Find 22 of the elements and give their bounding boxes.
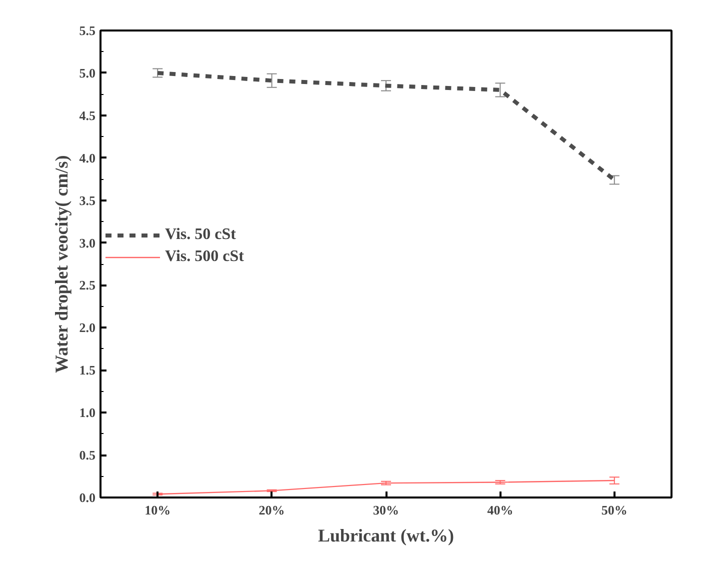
y-tick-label: 2.0: [79, 320, 96, 336]
y-tick-label: 3.0: [79, 235, 96, 250]
legend-label: Vis. 50 cSt: [165, 226, 236, 244]
y-tick-label: 0.0: [79, 490, 96, 505]
y-tick-label: 2.5: [79, 278, 96, 293]
y-tick-label: 5.0: [79, 65, 96, 80]
x-tick-label: 40%: [487, 502, 514, 518]
legend-label: Vis. 500 cSt: [165, 248, 244, 266]
x-axis-title: Lubricant (wt.%): [318, 526, 454, 546]
y-tick-label: 1.5: [79, 362, 96, 378]
x-tick-label: 30%: [373, 502, 399, 518]
x-tick-label: 50%: [601, 502, 628, 518]
y-tick-label: 3.5: [79, 192, 96, 208]
line-series: [156, 70, 616, 182]
y-tick-label: 4.5: [79, 108, 96, 123]
y-tick-label: 4.0: [79, 150, 96, 166]
y-tick-label: 5.5: [79, 23, 96, 38]
y-tick-label: 1.0: [79, 405, 96, 420]
x-tick-label: 20%: [258, 502, 285, 518]
x-tick-label: 10%: [144, 502, 171, 518]
y-tick-label: 0.5: [79, 448, 96, 463]
y-axis-title: Water droplet veocity( cm/s): [51, 155, 72, 374]
